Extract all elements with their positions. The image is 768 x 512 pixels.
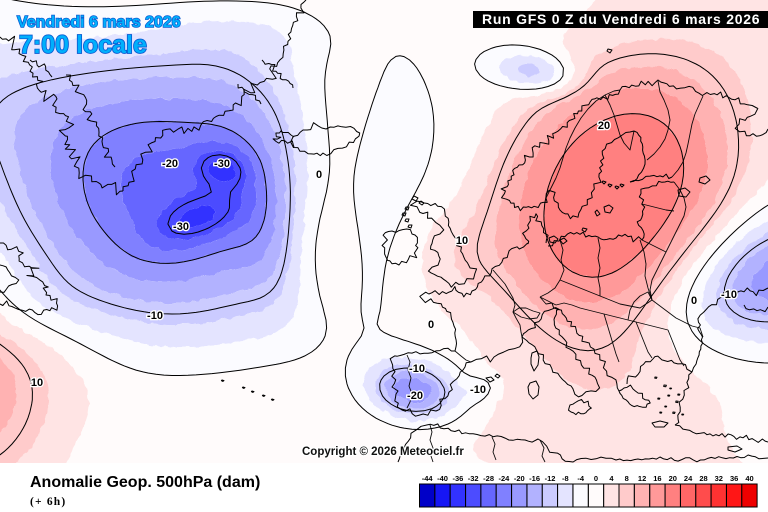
svg-text:10: 10	[456, 235, 468, 247]
svg-text:20: 20	[669, 474, 677, 483]
svg-text:-10: -10	[470, 384, 486, 396]
svg-text:-28: -28	[483, 474, 494, 483]
svg-text:24: 24	[684, 474, 693, 483]
svg-text:20: 20	[598, 120, 610, 132]
svg-text:36: 36	[730, 474, 738, 483]
svg-text:0: 0	[691, 295, 697, 307]
svg-text:-20: -20	[407, 390, 423, 402]
svg-text:-8: -8	[562, 474, 569, 483]
svg-text:16: 16	[653, 474, 661, 483]
svg-text:7:00 locale: 7:00 locale	[19, 31, 147, 59]
svg-text:-4: -4	[577, 474, 584, 483]
svg-text:-24: -24	[498, 474, 510, 483]
svg-text:-44: -44	[422, 474, 434, 483]
svg-text:40: 40	[745, 474, 753, 483]
svg-text:-32: -32	[468, 474, 479, 483]
svg-text:8: 8	[625, 474, 629, 483]
svg-text:0: 0	[594, 474, 598, 483]
svg-text:Anomalie Geop. 500hPa (dam): Anomalie Geop. 500hPa (dam)	[30, 474, 260, 491]
svg-text:-36: -36	[452, 474, 463, 483]
svg-text:-10: -10	[409, 363, 425, 375]
svg-text:Vendredi 6 mars 2026: Vendredi 6 mars 2026	[17, 14, 181, 31]
svg-text:-20: -20	[162, 158, 178, 170]
svg-text:12: 12	[638, 474, 646, 483]
svg-text:28: 28	[699, 474, 707, 483]
svg-text:0: 0	[428, 319, 434, 331]
svg-text:-30: -30	[214, 158, 230, 170]
svg-text:0: 0	[316, 169, 322, 181]
svg-text:(+ 6h): (+ 6h)	[30, 496, 66, 508]
svg-text:Run GFS 0 Z du Vendredi 6 mars: Run GFS 0 Z du Vendredi 6 mars 2026	[482, 11, 760, 27]
svg-text:-40: -40	[437, 474, 448, 483]
svg-text:-10: -10	[147, 310, 163, 322]
svg-text:-10: -10	[721, 289, 737, 301]
svg-text:-30: -30	[173, 221, 189, 233]
svg-text:-20: -20	[514, 474, 525, 483]
svg-text:-16: -16	[529, 474, 540, 483]
svg-text:4: 4	[609, 474, 614, 483]
svg-text:-12: -12	[545, 474, 556, 483]
svg-text:32: 32	[715, 474, 723, 483]
svg-text:10: 10	[31, 377, 43, 389]
svg-text:Copyright © 2026 Meteociel.fr: Copyright © 2026 Meteociel.fr	[302, 446, 464, 458]
